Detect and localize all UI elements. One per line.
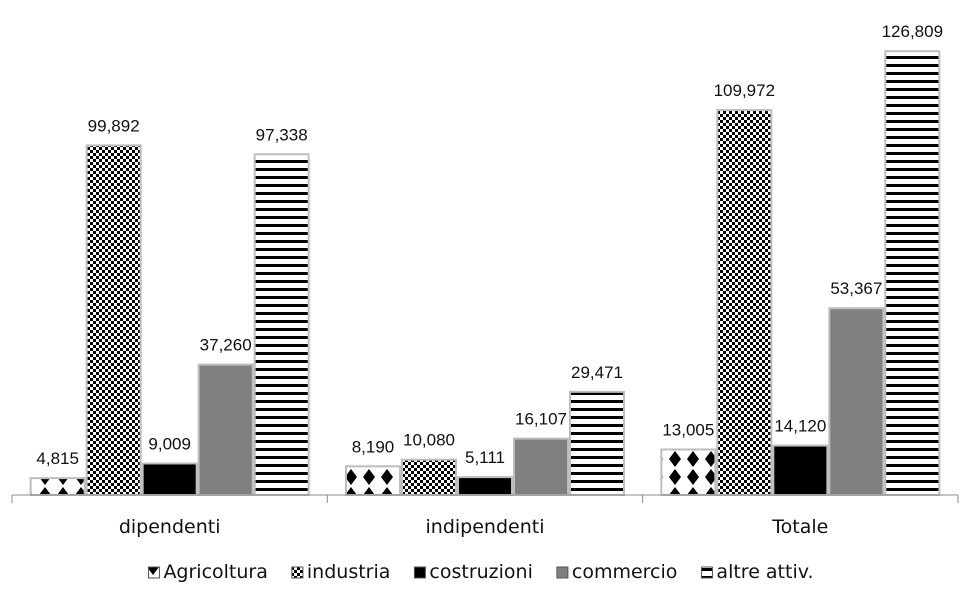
legend-swatch [556,566,569,579]
bar-commercio-indipendenti [513,437,569,496]
legend-swatch [291,566,304,579]
value-label: 10,080 [403,431,455,450]
value-label: 126,809 [882,22,943,41]
value-label: 37,260 [200,336,252,355]
bars-layer [29,50,941,497]
bar-altre-attiv--dipendenti [253,153,310,497]
value-labels-layer: 4,815 99,892 9,009 37,260 97,338 8,190 10,080 5… [36,22,943,468]
value-label: 16,107 [515,410,567,429]
bar-industria-dipendenti [85,144,142,497]
legend-item: costruzioni [413,561,533,583]
value-label: 97,338 [256,125,308,144]
value-label: 53,367 [830,279,882,298]
legend-item: industria [291,561,391,583]
bar-costruzioni-indipendenti [457,476,513,497]
category-label: Totale [771,516,828,538]
value-label: 9,009 [148,434,191,453]
legend-label: Agricoltura [163,561,267,583]
legend-label: costruzioni [429,561,532,583]
value-label: 14,120 [774,417,826,436]
bar-industria-totale [716,109,773,497]
legend-swatch [413,566,426,579]
value-label: 8,190 [352,437,395,456]
value-label: 99,892 [88,116,140,135]
bar-agricoltura-totale [660,448,717,497]
legend-swatch [147,566,160,579]
value-label: 109,972 [714,81,775,100]
legend-item: altre attiv. [700,561,814,583]
legend-item: commercio [556,561,678,583]
category-label: dipendenti [119,516,221,538]
bar-altre-attiv--indipendenti [569,390,625,496]
legend: Agricoltura industria costruzioni commercio… [147,561,814,583]
legend-label: altre attiv. [716,561,813,583]
value-label: 4,815 [36,449,79,468]
value-label: 13,005 [662,420,714,439]
bar-commercio-totale [828,307,885,497]
x-axis: dipendenti indipendenti Totale [11,494,959,538]
bar-commercio-dipendenti [197,363,254,496]
bar-agricoltura-dipendenti [29,477,86,496]
bar-costruzioni-dipendenti [141,462,198,497]
legend-label: industria [307,561,391,583]
legend-label: commercio [572,561,678,583]
value-label: 5,111 [465,448,505,467]
legend-swatch [700,566,713,579]
bar-agricoltura-indipendenti [345,465,401,496]
legend-item: Agricoltura [147,561,268,583]
bar-costruzioni-totale [772,444,829,496]
bar-industria-indipendenti [401,458,457,496]
value-label: 29,471 [571,363,623,382]
category-label: indipendenti [426,516,545,538]
bar-altre-attiv--totale [884,50,941,497]
